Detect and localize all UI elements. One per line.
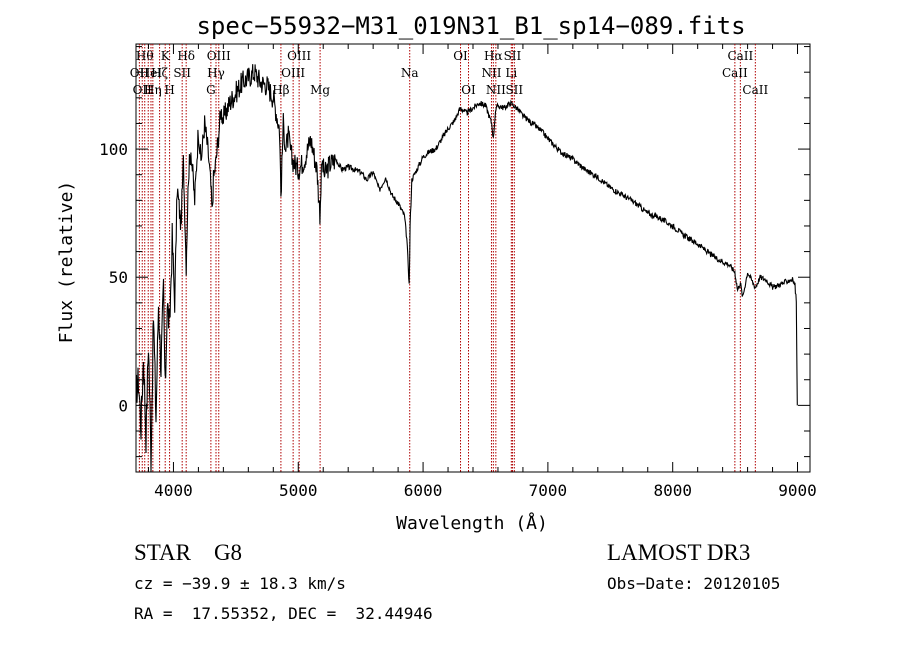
line-label-5: Hη [144,83,162,97]
line-label-0: OII [130,66,150,80]
x-tick-label-6000: 6000 [404,481,443,500]
ra-dec-coordinates: RA = 17.55352, DEC = 32.44946 [134,604,433,623]
line-label-11: G [206,83,216,97]
line-label-2: Hθ [136,49,154,63]
line-label-17: Mg [310,83,330,97]
line-label-21: NII [481,66,501,80]
line-label-16: OIII [287,49,311,63]
object-class: STAR G8 [134,540,243,565]
line-label-22: Hα [484,49,503,63]
line-label-29: CaII [742,83,768,97]
x-tick-label-4000: 4000 [154,481,193,500]
flux-series [135,64,798,472]
x-tick-label-9000: 9000 [778,481,817,500]
x-axis-label: Wavelength (Å) [396,512,548,534]
x-tick-label-8000: 8000 [653,481,692,500]
line-label-24: Li [505,66,517,80]
y-tick-label-100: 100 [99,140,128,159]
line-label-20: OI [461,83,476,97]
line-label-27: CaII [722,66,748,80]
chart-title: spec−55932−M31_019N31_B1_sp14−089.fits [196,12,745,40]
redshift-cz: cz = −39.9 ± 18.3 km/s [134,574,346,593]
line-label-1: OII [133,83,153,97]
survey-name: LAMOST DR3 [607,540,751,565]
line-label-15: OIII [281,66,305,80]
spectral-line-labels: OII OII Hθ HeI Hη Hζ K H SII Hδ G Hγ OIII Hβ OIII OIII M… [130,49,769,97]
line-label-28: CaII [727,49,753,63]
x-tick-label-5000: 5000 [279,481,318,500]
y-tick-label-50: 50 [109,268,128,287]
line-label-25: SII [504,49,522,63]
line-label-9: SII [173,66,191,80]
line-label-18: Na [401,66,419,80]
y-axis: 0 50 100 [99,46,810,458]
line-label-12: Hγ [207,66,225,80]
line-label-23: NII [486,83,506,97]
flux-line [135,64,798,472]
line-label-14: Hβ [272,83,289,97]
x-tick-label-7000: 7000 [529,481,568,500]
line-label-13: OIII [207,49,231,63]
line-label-26: SII [505,83,523,97]
line-label-4: HeI [140,66,163,80]
line-label-19: OI [453,49,468,63]
y-axis-label: Flux (relative) [56,181,77,344]
x-axis: 4000 5000 6000 7000 8000 9000 [147,44,817,500]
line-label-10: Hδ [177,49,195,63]
line-label-7: K [161,49,171,63]
observation-date: Obs−Date: 20120105 [607,574,781,593]
spectral-line-markers [138,44,756,472]
line-label-8: H [164,83,174,97]
line-label-6: Hζ [151,66,168,80]
y-tick-label-0: 0 [118,396,128,415]
